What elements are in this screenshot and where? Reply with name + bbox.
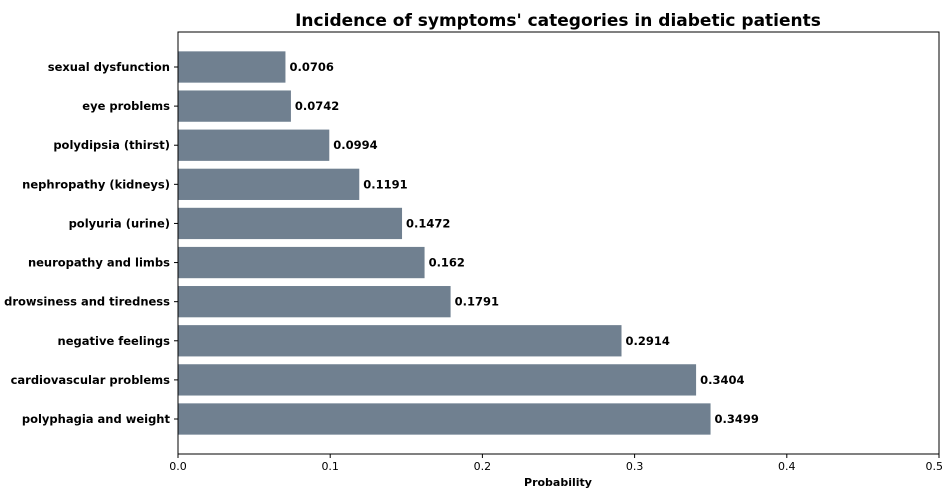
category-label: polydipsia (thirst) bbox=[53, 138, 170, 152]
chart-title: Incidence of symptoms' categories in dia… bbox=[295, 11, 821, 31]
value-label: 0.1191 bbox=[363, 177, 407, 191]
bar bbox=[178, 286, 451, 318]
x-tick-label: 0.4 bbox=[778, 460, 796, 473]
x-tick-label: 0.3 bbox=[626, 460, 644, 473]
value-label: 0.2914 bbox=[626, 334, 670, 348]
category-label: eye problems bbox=[82, 99, 170, 113]
bar bbox=[178, 325, 622, 357]
x-tick-label: 0.5 bbox=[926, 460, 944, 473]
plot-area-frame bbox=[177, 31, 940, 455]
x-tick-label: 0.1 bbox=[321, 460, 339, 473]
bar bbox=[178, 246, 425, 279]
value-label: 0.162 bbox=[429, 256, 465, 270]
bar bbox=[178, 90, 291, 122]
value-label: 0.0742 bbox=[295, 99, 339, 113]
bar bbox=[178, 129, 330, 161]
value-label: 0.1791 bbox=[455, 295, 499, 309]
bar bbox=[178, 364, 697, 396]
category-label: drowsiness and tiredness bbox=[4, 295, 170, 309]
x-axis-ticks: 0.0 0.1 0.2 0.3 0.4 0.5 bbox=[169, 454, 943, 473]
value-label: 0.3404 bbox=[700, 373, 744, 387]
category-label: cardiovascular problems bbox=[11, 373, 171, 387]
bars-layer bbox=[178, 51, 711, 435]
labels-layer: sexual dysfunction 0.0706 eye problems 0.07… bbox=[4, 60, 759, 426]
x-tick-label: 0.2 bbox=[474, 460, 492, 473]
category-label: nephropathy (kidneys) bbox=[22, 177, 170, 191]
x-axis-label: Probability bbox=[524, 476, 592, 489]
category-label: neuropathy and limbs bbox=[28, 256, 170, 270]
bar bbox=[178, 168, 360, 200]
category-label: negative feelings bbox=[58, 334, 171, 348]
value-label: 0.1472 bbox=[406, 216, 450, 230]
x-tick-label: 0.0 bbox=[169, 460, 187, 473]
value-label: 0.0994 bbox=[333, 138, 377, 152]
category-label: sexual dysfunction bbox=[48, 60, 170, 74]
category-label: polyuria (urine) bbox=[69, 216, 170, 230]
bar bbox=[178, 207, 403, 240]
value-label: 0.0706 bbox=[289, 60, 333, 74]
value-label: 0.3499 bbox=[715, 412, 759, 426]
bar bbox=[178, 51, 286, 83]
bar bbox=[178, 403, 711, 435]
category-label: polyphagia and weight bbox=[22, 412, 171, 426]
